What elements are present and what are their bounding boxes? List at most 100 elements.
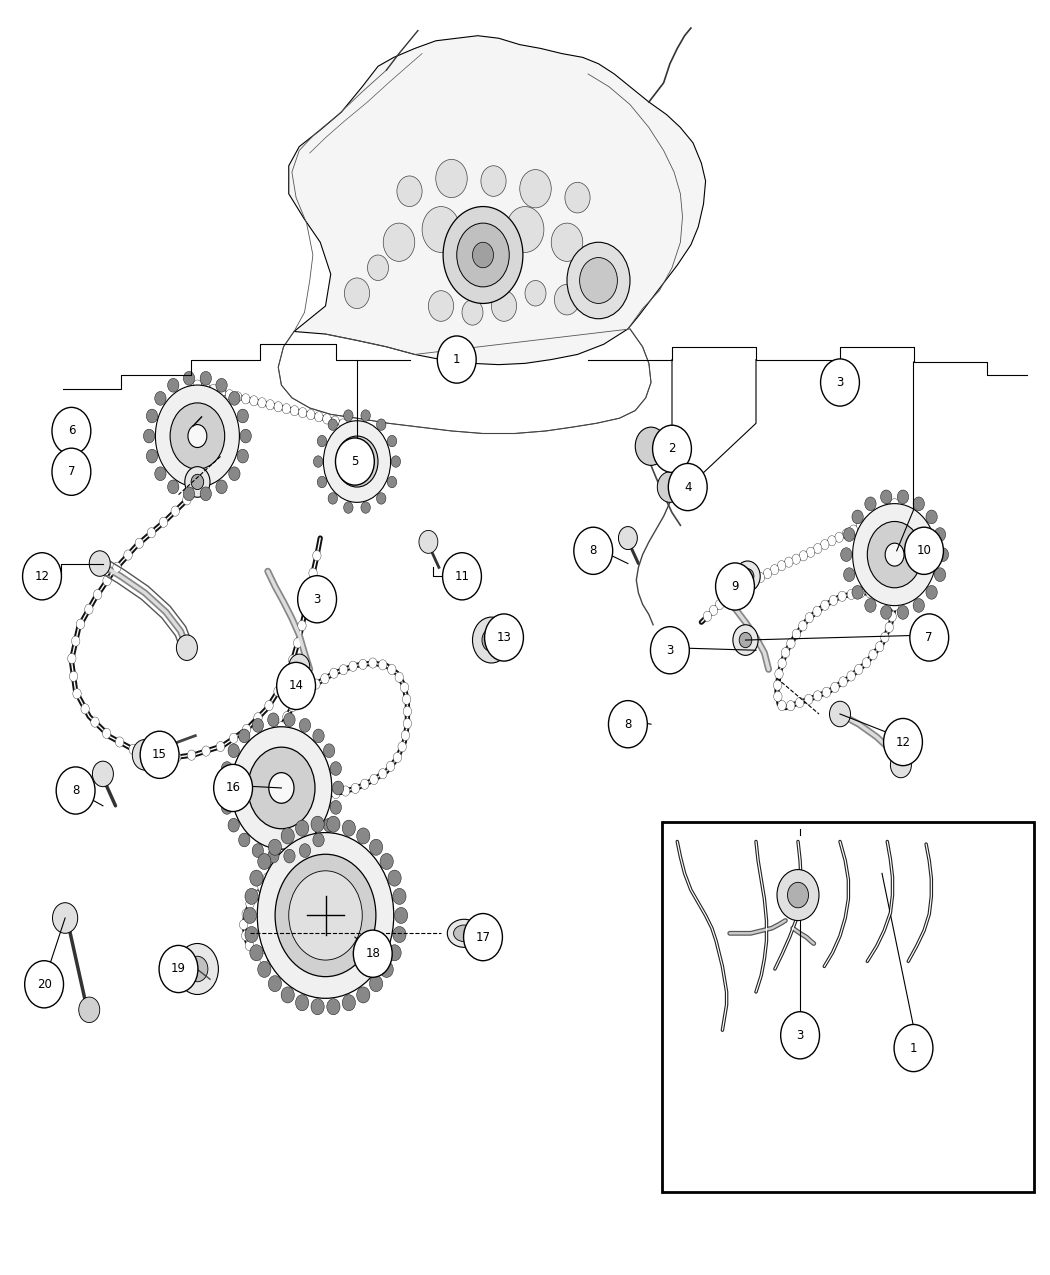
Circle shape [855,664,863,674]
Text: 7: 7 [67,465,76,478]
Circle shape [830,595,838,606]
Circle shape [287,782,295,792]
Circle shape [786,639,795,649]
Circle shape [865,598,876,612]
Circle shape [387,435,397,446]
Circle shape [213,764,252,812]
Circle shape [351,783,359,793]
Circle shape [184,487,194,501]
Circle shape [216,379,227,393]
Text: 20: 20 [37,978,51,991]
Circle shape [443,553,481,599]
Circle shape [735,585,743,595]
Circle shape [294,638,302,648]
Circle shape [81,704,89,714]
Circle shape [246,899,254,909]
Circle shape [323,819,335,833]
Circle shape [841,548,852,561]
Circle shape [292,789,300,799]
Circle shape [222,761,233,775]
Circle shape [282,404,291,414]
Circle shape [876,641,884,652]
Circle shape [380,853,394,870]
Circle shape [820,539,828,550]
Circle shape [257,833,394,998]
Circle shape [436,159,467,198]
Circle shape [401,731,410,741]
Circle shape [853,504,937,606]
Circle shape [217,388,226,398]
Circle shape [216,479,227,493]
Circle shape [799,621,807,631]
Circle shape [383,223,415,261]
Circle shape [57,768,94,815]
Circle shape [67,654,76,664]
Circle shape [830,701,850,727]
Circle shape [805,612,814,622]
Circle shape [92,761,113,787]
Circle shape [387,477,397,488]
Circle shape [300,931,309,941]
Text: 12: 12 [35,570,49,583]
Circle shape [777,561,785,571]
Circle shape [281,987,294,1003]
Circle shape [286,945,294,955]
Circle shape [72,688,81,699]
Circle shape [847,589,856,599]
Circle shape [280,850,289,861]
Circle shape [506,207,544,252]
Circle shape [657,472,682,502]
Circle shape [251,890,259,900]
Circle shape [884,719,922,765]
Circle shape [481,166,506,196]
Circle shape [835,532,843,542]
Circle shape [300,877,309,887]
Text: 8: 8 [589,544,597,557]
Circle shape [369,658,377,668]
Circle shape [784,557,793,567]
Circle shape [295,872,303,882]
Circle shape [716,564,754,611]
Circle shape [875,589,883,599]
Circle shape [172,752,181,762]
Circle shape [574,528,612,574]
Circle shape [877,507,885,518]
Circle shape [222,801,233,815]
Text: 8: 8 [624,718,632,731]
Circle shape [821,360,859,407]
Circle shape [934,567,946,581]
Circle shape [393,927,406,942]
Circle shape [79,997,100,1023]
Circle shape [321,790,330,801]
Circle shape [245,927,258,942]
Circle shape [323,743,335,757]
Circle shape [143,750,151,760]
Circle shape [209,384,217,394]
Circle shape [360,779,369,789]
Circle shape [275,854,376,977]
Circle shape [741,569,754,584]
Circle shape [168,479,178,493]
Circle shape [393,889,406,904]
Circle shape [898,490,908,504]
Text: 12: 12 [896,736,910,748]
Circle shape [857,588,865,598]
Circle shape [274,402,282,412]
Circle shape [843,567,855,581]
Circle shape [856,521,864,532]
Circle shape [339,419,348,430]
Text: 7: 7 [925,631,933,644]
Circle shape [339,664,348,674]
Circle shape [146,449,158,463]
Circle shape [653,426,691,472]
Circle shape [888,612,897,622]
Circle shape [775,669,783,680]
Circle shape [377,419,386,431]
Circle shape [403,706,412,717]
Circle shape [290,405,298,416]
Circle shape [24,961,64,1007]
Circle shape [341,785,350,796]
Circle shape [884,504,892,514]
Circle shape [285,769,293,779]
Circle shape [319,904,328,914]
